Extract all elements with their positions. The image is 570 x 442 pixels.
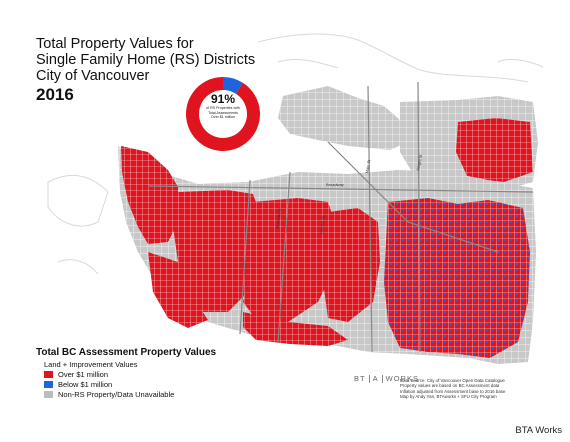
donut-chart: 91% of RS Properties with Total Assessme… <box>183 74 263 154</box>
legend-subtitle: Land + Improvement Values <box>44 360 138 369</box>
image-credit: BTA Works <box>515 425 562 436</box>
data-source-note: Data Source: City of Vancouver Open Data… <box>400 378 540 400</box>
legend-item-over: Over $1 million <box>44 370 216 379</box>
map-canvas <box>47 33 544 364</box>
legend-item-below: Below $1 million <box>44 380 216 389</box>
title-line-3: City of Vancouver <box>36 68 150 84</box>
legend-label-over: Over $1 million <box>58 370 109 379</box>
major-roads <box>147 81 534 353</box>
donut-percent: 91% <box>210 92 236 106</box>
legend-swatch-nonrs <box>44 391 53 398</box>
donut-caption-2: Total Assessments <box>208 110 238 115</box>
legend-swatch-over <box>44 371 53 378</box>
logo-part-works: WORKS <box>385 374 419 383</box>
rs-south-west <box>243 312 348 346</box>
legend-label-below: Below $1 million <box>58 380 113 389</box>
title-year: 2016 <box>36 85 74 104</box>
legend-label-nonrs: Non-RS Property/Data Unavailable <box>58 390 175 399</box>
source-line-3: Inflation adjusted from Assessment base … <box>400 388 506 394</box>
legend-swatch-below <box>44 381 53 388</box>
rs-south-cambie <box>323 208 380 322</box>
rs-shaughnessy-kerrisdale <box>243 198 338 322</box>
logo-part-bt: BT <box>354 374 366 383</box>
downtown-area <box>278 86 408 150</box>
btaworks-logo: BT A WORKS <box>354 374 419 384</box>
rs-east-van <box>384 198 530 358</box>
rs-west-point-grey <box>121 146 178 244</box>
rs-southlands <box>148 252 208 328</box>
source-line-1: Data Source: City of Vancouver Open Data… <box>400 378 505 383</box>
source-line-2: Property values are based on BC Assessme… <box>400 383 500 389</box>
title-line-2: Single Family Home (RS) Districts <box>36 52 256 68</box>
rs-kitsilano-dunbar <box>173 190 263 312</box>
legend-item-nonrs: Non-RS Property/Data Unavailable <box>44 390 216 399</box>
northeast-red <box>456 118 533 182</box>
donut-caption-3: Over $1 million <box>211 115 235 120</box>
legend: Total BC Assessment Property Values Land… <box>36 347 216 399</box>
donut-center: 91% of RS Properties with Total Assessme… <box>199 92 247 120</box>
donut-caption-1: of RS Properties with <box>206 106 240 110</box>
legend-title: Total BC Assessment Property Values <box>36 347 217 358</box>
title-block: Total Property Values for Single Family … <box>36 36 255 103</box>
background-outline <box>47 33 544 275</box>
title-line-1: Total Property Values for <box>36 36 194 52</box>
donut-svg <box>183 74 263 154</box>
source-line-4: Map by Andy Yan, BTAworks + SFU City Pro… <box>400 394 497 400</box>
map-frame: Broadway Main St Knight St Granville St … <box>28 22 548 408</box>
logo-part-a: A <box>372 374 379 383</box>
street-label-broadway: Broadway <box>326 182 344 187</box>
